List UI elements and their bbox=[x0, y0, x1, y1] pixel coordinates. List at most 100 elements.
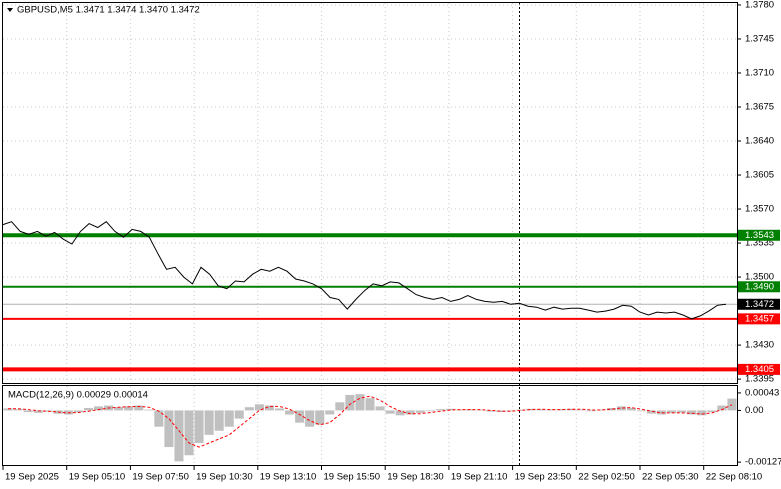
macd-bar bbox=[93, 406, 104, 411]
macd-bar bbox=[626, 407, 636, 411]
level-label-box bbox=[738, 281, 780, 293]
macd-bar bbox=[154, 410, 164, 427]
y-tick-label: 1.3605 bbox=[745, 170, 774, 181]
x-tick-label: 19 Sep 21:10 bbox=[451, 472, 508, 483]
macd-bar bbox=[214, 410, 224, 431]
x-tick-label: 19 Sep 07:50 bbox=[132, 472, 189, 483]
macd-bar bbox=[395, 410, 405, 416]
x-tick-label: 22 Sep 08:10 bbox=[706, 472, 763, 483]
macd-bar bbox=[636, 410, 647, 412]
macd-bar bbox=[184, 410, 194, 456]
macd-bar bbox=[345, 394, 355, 411]
level-label-box bbox=[738, 313, 780, 325]
macd-bar bbox=[596, 409, 606, 411]
macd-bar bbox=[667, 410, 677, 413]
y-tick-label: 1.3535 bbox=[745, 238, 774, 249]
level-label-box bbox=[738, 229, 780, 241]
y-tick-label: 0.00043 bbox=[745, 387, 779, 398]
macd-bar bbox=[435, 409, 445, 411]
level-label: 1.3457 bbox=[745, 313, 774, 324]
macd-bar bbox=[556, 409, 566, 411]
macd-bar bbox=[23, 410, 33, 413]
macd-bar bbox=[707, 410, 717, 413]
macd-title: MACD(12,26,9) 0.00029 0.00014 bbox=[8, 390, 148, 401]
macd-bar bbox=[385, 410, 395, 414]
macd-bar bbox=[546, 409, 556, 411]
macd-bar bbox=[355, 394, 365, 411]
x-tick-label: 22 Sep 05:30 bbox=[642, 472, 699, 483]
macd-bar bbox=[486, 410, 496, 412]
y-tick-label: 1.3780 bbox=[745, 0, 774, 10]
y-tick-label: 1.3395 bbox=[745, 374, 774, 385]
macd-bar bbox=[114, 407, 124, 411]
y-tick-label: -0.00127 bbox=[745, 457, 781, 468]
level-label: 1.3490 bbox=[745, 281, 774, 292]
y-tick-label: 1.3710 bbox=[745, 67, 774, 78]
macd-bar bbox=[13, 409, 23, 411]
macd-bar bbox=[697, 410, 707, 416]
macd-bar bbox=[224, 410, 234, 427]
macd-bar bbox=[144, 409, 154, 411]
x-tick-label: 19 Sep 10:30 bbox=[196, 472, 253, 483]
level-label-box bbox=[738, 363, 780, 375]
symbol-menu-icon[interactable] bbox=[7, 8, 13, 12]
macd-bar bbox=[315, 410, 325, 425]
macd-bar bbox=[717, 405, 727, 411]
macd-bar bbox=[33, 410, 43, 413]
macd-bar bbox=[204, 410, 214, 435]
last-price-label: 1.3472 bbox=[745, 299, 774, 310]
macd-bar bbox=[727, 398, 737, 411]
macd-bar bbox=[305, 410, 315, 427]
macd-bar bbox=[496, 410, 506, 413]
macd-bar bbox=[244, 407, 254, 411]
chart-title: GBPUSD,M5 1.3471 1.3474 1.3470 1.3472 bbox=[17, 5, 200, 16]
macd-bar bbox=[164, 410, 174, 448]
macd-bar bbox=[335, 402, 345, 411]
y-tick-label: 1.3570 bbox=[745, 204, 774, 215]
macd-bar bbox=[536, 409, 546, 411]
macd-bar bbox=[83, 407, 93, 411]
y-tick-label: 1.3430 bbox=[745, 340, 774, 351]
macd-bar bbox=[647, 410, 657, 414]
macd-bar bbox=[254, 404, 264, 411]
x-tick-label: 19 Sep 15:50 bbox=[324, 472, 381, 483]
price-panel-frame bbox=[2, 2, 738, 384]
y-tick-label: 1.3675 bbox=[745, 102, 774, 113]
macd-bar bbox=[516, 409, 526, 411]
y-tick-label: 1.3500 bbox=[745, 272, 774, 283]
macd-bar bbox=[566, 408, 576, 411]
macd-bar bbox=[657, 410, 667, 415]
macd-bar bbox=[476, 410, 486, 411]
x-tick-label: 22 Sep 02:50 bbox=[578, 472, 635, 483]
macd-bar bbox=[506, 410, 516, 412]
x-tick-label: 19 Sep 18:30 bbox=[387, 472, 444, 483]
macd-bar bbox=[274, 408, 285, 411]
level-label: 1.3543 bbox=[745, 230, 774, 241]
macd-bar bbox=[455, 409, 466, 411]
y-tick-label: 1.3745 bbox=[745, 33, 774, 44]
macd-bar bbox=[134, 405, 144, 411]
macd-bar bbox=[194, 410, 204, 444]
macd-bar bbox=[466, 409, 476, 411]
macd-bar bbox=[234, 410, 244, 419]
x-tick-label: 19 Sep 2025 bbox=[5, 472, 59, 483]
macd-bar bbox=[295, 410, 305, 423]
macd-bar bbox=[285, 410, 295, 415]
macd-bar bbox=[73, 410, 83, 413]
macd-bar bbox=[3, 408, 13, 411]
price-line bbox=[2, 221, 727, 320]
macd-bar bbox=[365, 398, 375, 411]
macd-bar bbox=[586, 410, 596, 412]
macd-panel-frame bbox=[2, 385, 738, 466]
macd-bar bbox=[526, 408, 536, 411]
macd-bar bbox=[677, 410, 687, 413]
macd-bar bbox=[425, 410, 435, 412]
last-price-box bbox=[738, 298, 780, 310]
macd-bar bbox=[325, 410, 335, 415]
macd-bar bbox=[415, 410, 425, 413]
macd-bar bbox=[124, 406, 134, 411]
macd-bar bbox=[687, 410, 697, 415]
macd-bar bbox=[606, 407, 616, 411]
